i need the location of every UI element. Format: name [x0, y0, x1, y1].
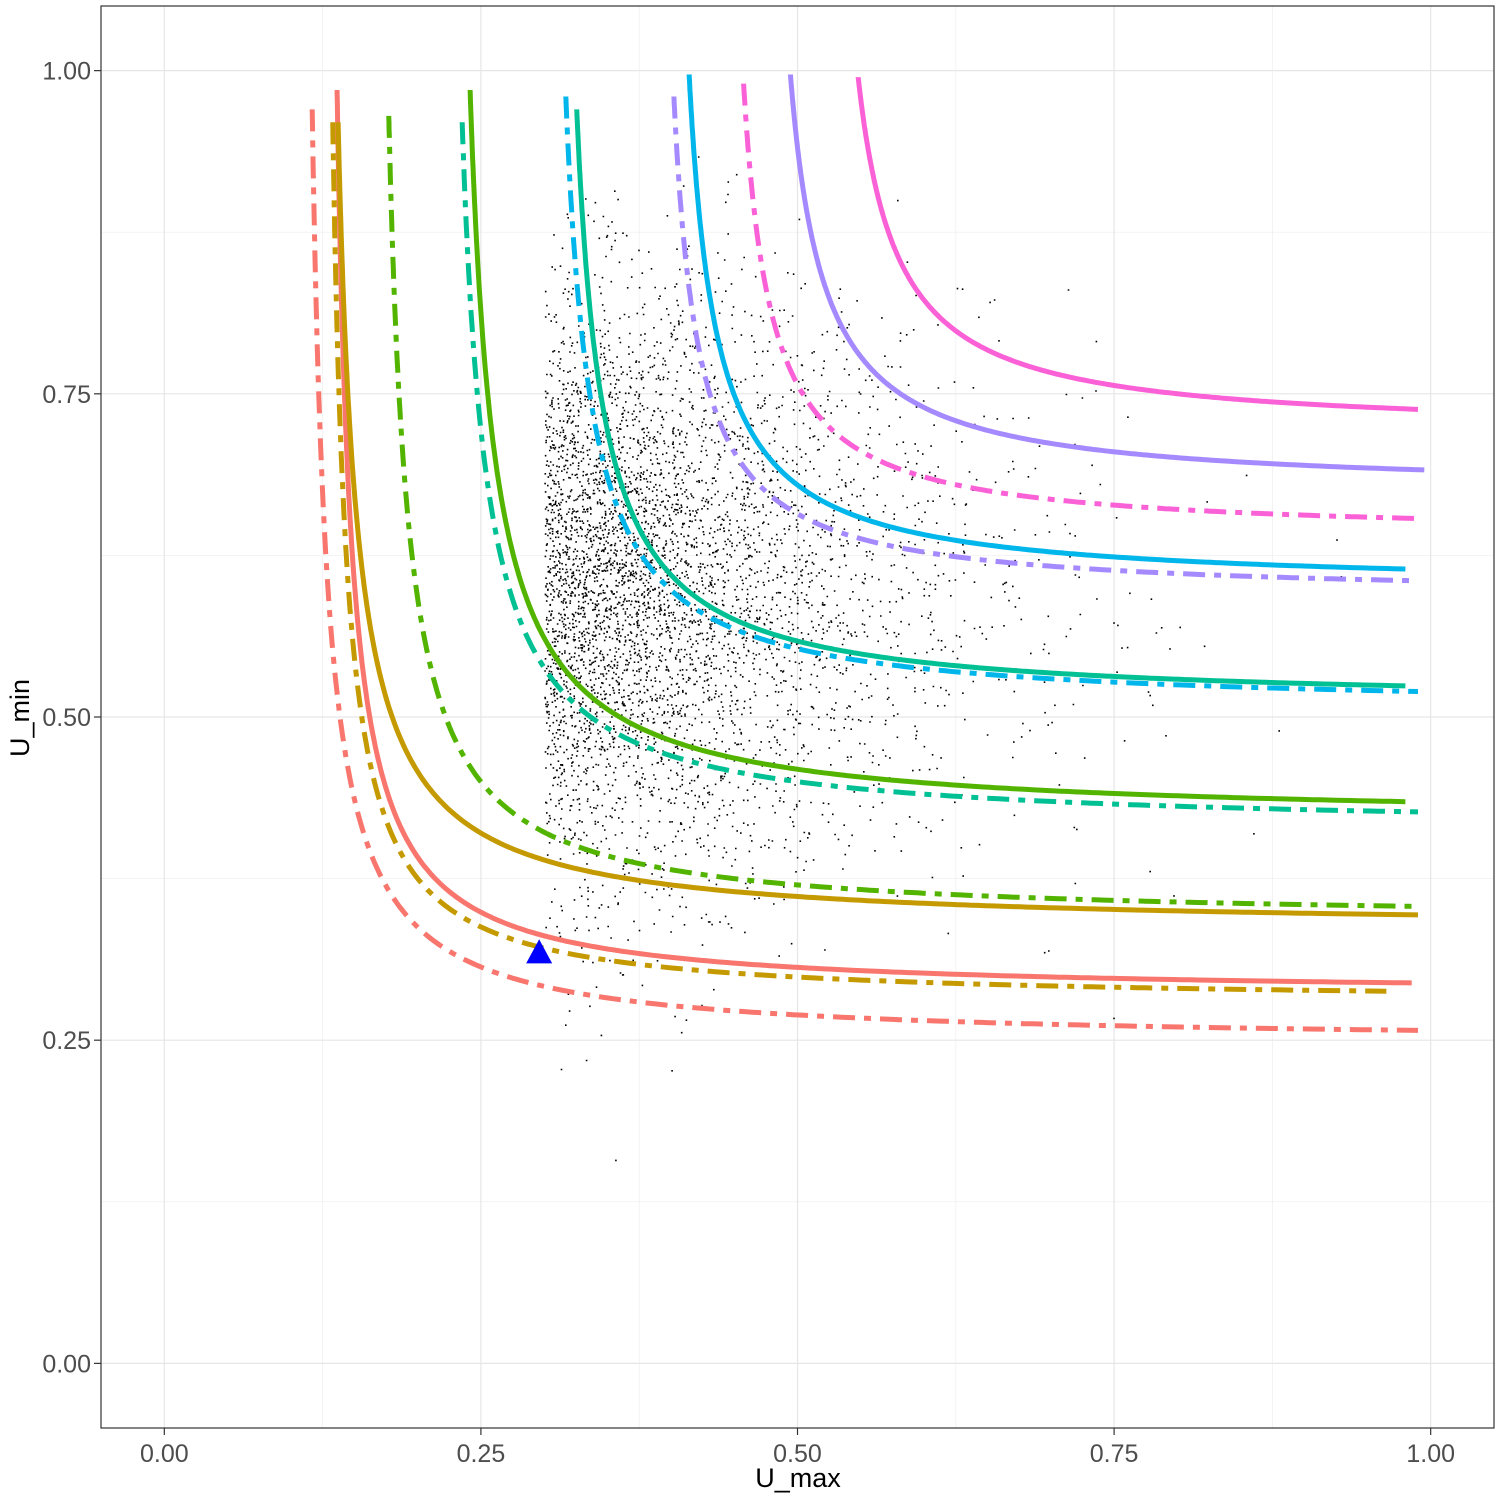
x-tick-label: 1.00: [1406, 1440, 1455, 1468]
curve-solid-4: [467, 87, 1406, 805]
curve-dashdot-11: [671, 94, 1419, 584]
x-tick-label: 0.50: [773, 1440, 822, 1468]
curve-dashdot-3: [330, 120, 1387, 994]
y-tick-label: 1.00: [42, 58, 91, 86]
y-tick-label: 0.50: [42, 704, 91, 732]
y-tick-label: 0.25: [42, 1027, 91, 1055]
marker-layer: [526, 939, 553, 964]
curve-solid-0: [334, 87, 1412, 986]
triangle-marker: [526, 939, 553, 964]
x-tick-label: 0.00: [140, 1440, 189, 1468]
y-tick-label: 0.75: [42, 381, 91, 409]
axis-ticks: 0.00 0.25 0.50 0.75 1.00 0.00 0.25 0.50 0.75 1.00: [42, 58, 1455, 1468]
curve-solid-6: [574, 107, 1406, 689]
curve-dashdot-1: [309, 107, 1419, 1033]
curve-solid-2: [335, 120, 1419, 918]
x-tick-label: 0.75: [1090, 1440, 1139, 1468]
curve-dashdot-9: [563, 94, 1419, 694]
x-tick-label: 0.25: [457, 1440, 506, 1468]
curves: [309, 72, 1425, 1033]
curve-dashdot-7: [459, 120, 1419, 815]
x-axis-title: U_max: [755, 1463, 841, 1493]
curve-dashdot-13: [741, 81, 1419, 521]
curve-solid-10: [787, 72, 1425, 473]
y-axis-title: U_min: [5, 679, 35, 757]
curve-dashdot-5: [386, 113, 1419, 909]
y-tick-label: 0.00: [42, 1350, 91, 1378]
curve-solid-8: [686, 72, 1406, 572]
curve-solid-12: [855, 74, 1419, 412]
grid: [101, 6, 1494, 1428]
